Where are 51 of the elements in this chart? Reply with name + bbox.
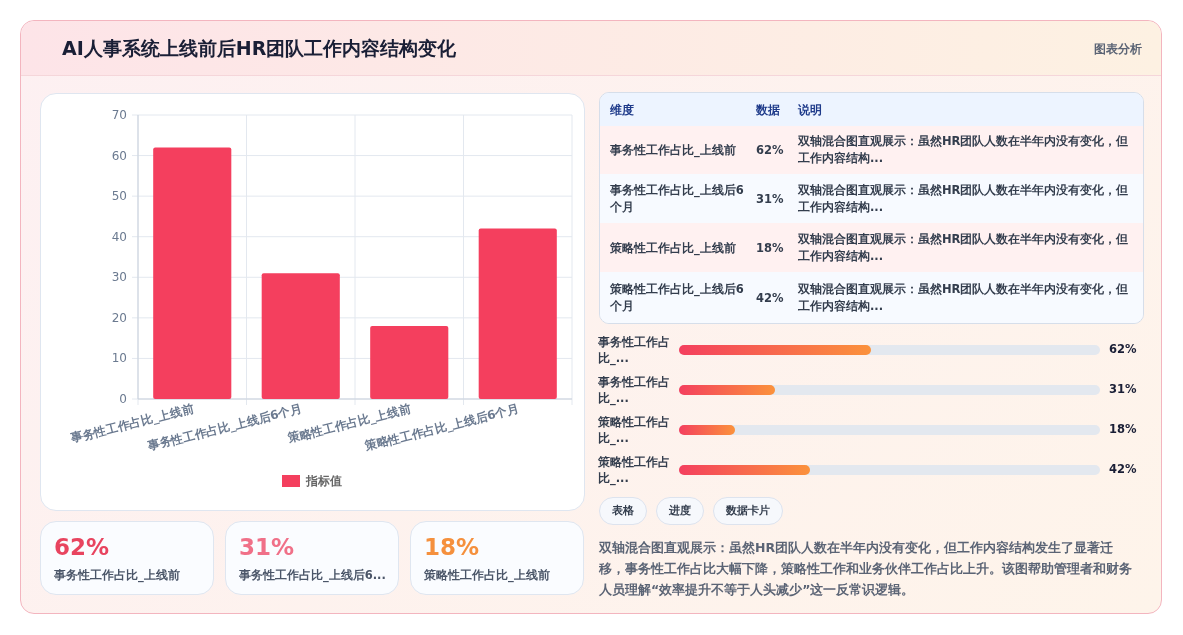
y-tick-label: 60 (111, 148, 127, 163)
text: 数据卡片 (713, 497, 783, 525)
text: 事务性工作占比_上线前 (54, 568, 180, 583)
text: 说明 (798, 101, 823, 118)
chart-title: AI人事系统上线前后HR团队工作内容结构变化 (62, 36, 457, 61)
y-tick-label: 20 (111, 310, 127, 325)
bar (370, 325, 449, 399)
text: 18% (1109, 422, 1137, 436)
text: 策略性工作占比_上线后6个月 (610, 280, 745, 315)
y-tick-label: 40 (111, 229, 127, 244)
text: 31% (1109, 382, 1137, 396)
text: 进度 (656, 497, 704, 525)
text: 表格 (599, 497, 647, 525)
text: 18% (756, 239, 785, 256)
text: 双轴混合图直观展示：虽然HR团队人数在半年内没有变化，但工作内容结构发生了显著迁移，事务性工作占比大幅下降，策略性工作和业务伙伴工作占比上升。该图帮助管理者和财务人员理解“效率提升不等于人头减少”这一反常识逻辑。 (599, 539, 1133, 599)
text: 18% (424, 534, 480, 560)
bar (679, 385, 776, 395)
text: 双轴混合图直观展示：虽然HR团队人数在半年内没有变化，但工作内容结构... (798, 230, 1130, 265)
text: 事务性工作占比_上线后6... (239, 568, 386, 583)
text: 维度 (610, 101, 635, 118)
text: 62% (54, 534, 110, 560)
text: 策略性工作占比_上线前 (610, 239, 737, 256)
text: 62% (756, 141, 785, 159)
y-tick-label: 50 (111, 189, 127, 204)
text: 策略性工作占比_上线前 (424, 568, 550, 583)
y-tick-label: 70 (111, 108, 127, 122)
text: 双轴混合图直观展示：虽然HR团队人数在半年内没有变化，但工作内容结构... (798, 181, 1130, 216)
text: 数据 (756, 101, 781, 118)
y-tick-label: 事务性工作占比_... (598, 374, 671, 406)
text: 双轴混合图直观展示：虽然HR团队人数在半年内没有变化，但工作内容结构... (798, 133, 1130, 167)
text: 31% (756, 190, 785, 207)
y-tick-label: 10 (111, 351, 127, 366)
y-tick-label: 30 (111, 270, 127, 285)
text: 事务性工作占比_上线后6个月 (610, 181, 745, 216)
text: 42% (1109, 462, 1137, 476)
text: 31% (239, 534, 295, 560)
y-tick-label: 0 (119, 392, 127, 406)
y-tick-label: 策略性工作占比_... (598, 454, 671, 486)
legend-label: 指标值 (305, 474, 342, 488)
text: 图表分析 (1094, 41, 1142, 58)
text: 42% (756, 289, 785, 306)
y-tick-label: 策略性工作占比_... (598, 414, 671, 446)
bar (679, 465, 810, 475)
text: 事务性工作占比_上线前 (610, 141, 737, 159)
text: 62% (1109, 342, 1137, 356)
text: 双轴混合图直观展示：虽然HR团队人数在半年内没有变化，但工作内容结构... (798, 280, 1130, 315)
bar (478, 228, 557, 399)
y-tick-label: 事务性工作占比_... (598, 334, 671, 366)
bar (679, 425, 735, 435)
bar (261, 273, 340, 399)
bar (153, 147, 232, 399)
